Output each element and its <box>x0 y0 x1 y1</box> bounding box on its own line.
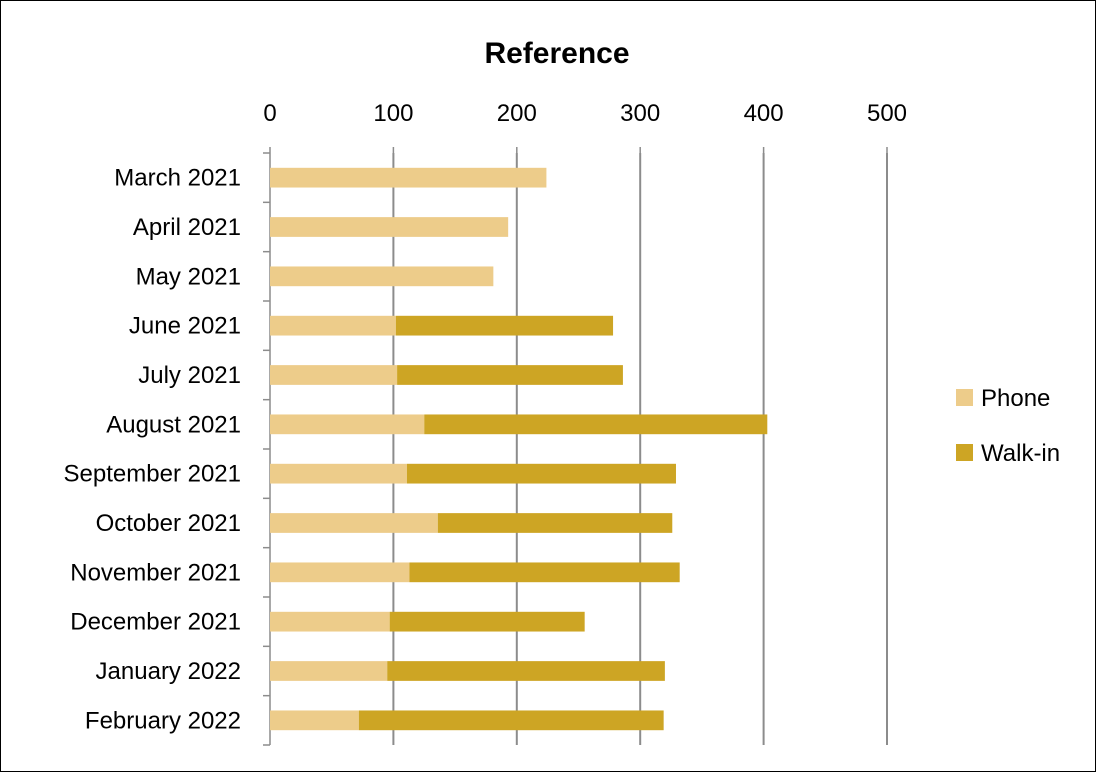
bar-phone-august-2021 <box>270 414 425 435</box>
x-tick-label-400: 400 <box>744 100 784 127</box>
legend-swatch-phone <box>956 389 973 406</box>
bar-phone-september-2021 <box>270 463 407 484</box>
category-label-november-2021: November 2021 <box>70 559 241 586</box>
bar-phone-march-2021 <box>270 167 547 188</box>
axes <box>263 147 888 746</box>
category-label-december-2021: December 2021 <box>70 609 241 636</box>
bar-phone-may-2021 <box>270 266 494 287</box>
category-label-august-2021: August 2021 <box>106 411 241 438</box>
category-labels: March 2021 April 2021 May 2021 June 2021 Jul… <box>64 165 241 735</box>
bar-walk-in-august-2021 <box>424 414 768 435</box>
category-label-july-2021: July 2021 <box>138 362 241 389</box>
category-label-may-2021: May 2021 <box>136 263 241 290</box>
bar-phone-october-2021 <box>270 513 438 533</box>
legend-label-walk-in: Walk-in <box>981 440 1060 467</box>
category-label-september-2021: September 2021 <box>64 461 241 488</box>
bar-walk-in-november-2021 <box>409 562 680 583</box>
x-tick-label-300: 300 <box>620 100 660 127</box>
legend: Phone Walk-in <box>956 385 1060 467</box>
bar-phone-july-2021 <box>270 365 398 385</box>
category-label-february-2022: February 2022 <box>85 707 241 734</box>
bar-walk-in-october-2021 <box>437 513 673 533</box>
legend-swatch-walk-in <box>956 444 973 461</box>
x-tick-label-100: 100 <box>373 100 413 127</box>
bar-walk-in-july-2021 <box>397 365 623 385</box>
x-tick-labels: 0 100 200 300 400 500 <box>263 100 907 127</box>
bar-phone-june-2021 <box>270 315 396 336</box>
gridlines <box>392 153 888 745</box>
category-label-june-2021: June 2021 <box>129 313 241 340</box>
category-label-march-2021: March 2021 <box>114 165 241 192</box>
x-tick-label-0: 0 <box>263 100 276 127</box>
bars <box>270 167 768 731</box>
legend-label-phone: Phone <box>981 385 1050 412</box>
x-tick-label-500: 500 <box>867 100 907 127</box>
bar-walk-in-january-2022 <box>387 661 665 681</box>
bar-walk-in-september-2021 <box>406 463 676 484</box>
category-label-april-2021: April 2021 <box>133 214 241 241</box>
category-label-january-2022: January 2022 <box>96 658 241 685</box>
bar-walk-in-february-2022 <box>358 710 664 731</box>
bar-walk-in-june-2021 <box>395 315 614 336</box>
bar-phone-april-2021 <box>270 217 509 237</box>
bar-phone-november-2021 <box>270 562 410 583</box>
category-label-october-2021: October 2021 <box>96 510 241 537</box>
bar-phone-january-2022 <box>270 661 388 681</box>
bar-phone-february-2022 <box>270 710 359 731</box>
x-tick-label-200: 200 <box>497 100 537 127</box>
chart-title: Reference <box>484 37 629 70</box>
bar-phone-december-2021 <box>270 611 390 632</box>
bar-walk-in-december-2021 <box>389 611 585 632</box>
